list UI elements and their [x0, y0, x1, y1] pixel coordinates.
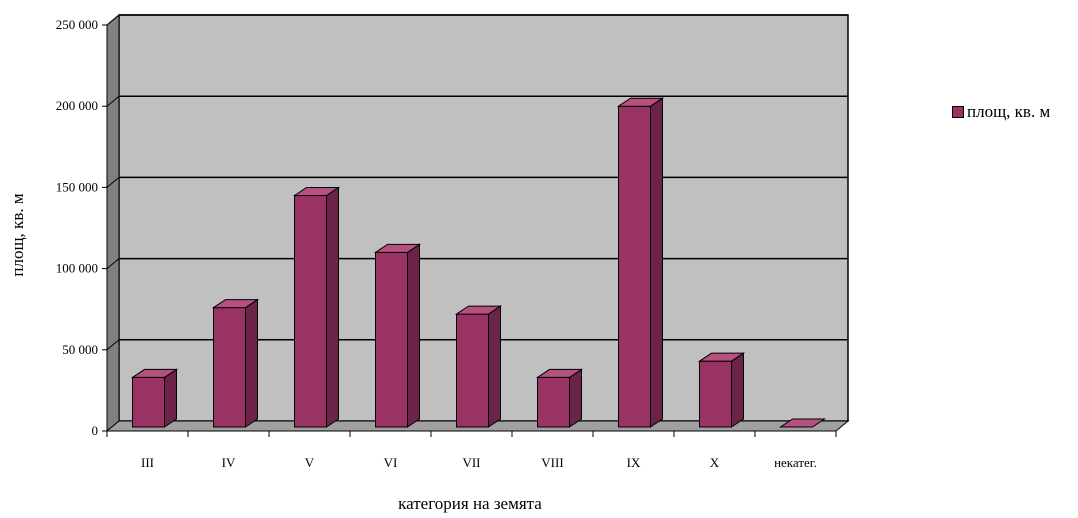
bar-top: [454, 305, 503, 315]
bar: [454, 305, 503, 428]
gridline-side: [106, 95, 120, 107]
y-tick-label: 0: [92, 423, 99, 438]
bar-front: [294, 195, 327, 428]
bar-top: [697, 352, 746, 362]
x-tick-label: VII: [462, 455, 480, 470]
bar-top: [292, 187, 341, 197]
bar: [373, 243, 422, 428]
bar-top: [535, 368, 584, 378]
y-tick-label: 250 000: [56, 17, 98, 32]
bar-side: [569, 368, 582, 428]
bar: [535, 368, 584, 428]
x-tick-label: VI: [384, 455, 398, 470]
bar-front: [213, 307, 246, 428]
bar: [130, 368, 179, 428]
bar: [211, 298, 260, 428]
bar: [778, 418, 827, 428]
x-axis-title: категория на земята: [398, 494, 542, 513]
legend: площ, кв. м: [952, 102, 1050, 122]
bar-front: [375, 251, 408, 428]
bar-side: [326, 186, 339, 428]
x-tick-label: V: [305, 455, 315, 470]
x-tick-label: III: [141, 455, 154, 470]
gridline-side: [106, 339, 120, 351]
bar-side: [731, 352, 744, 428]
y-tick-label: 150 000: [56, 179, 98, 194]
x-tick-label: IV: [222, 455, 236, 470]
legend-label: площ, кв. м: [967, 102, 1051, 121]
gridline-side: [106, 177, 120, 188]
y-tick-label: 100 000: [56, 261, 98, 276]
bar-side: [407, 243, 420, 428]
bar-side: [245, 298, 258, 428]
tick-labels: 0 50 000 100 000 150 000 200 000 250 000 III IV…: [56, 17, 837, 470]
bars: [130, 97, 827, 428]
x-tick-label: VIII: [541, 455, 563, 470]
y-axis-title: площ, кв. м: [8, 193, 27, 276]
bar-top: [211, 299, 260, 309]
x-tick-label: IX: [627, 455, 641, 470]
bar-side: [164, 368, 177, 428]
bar-front: [618, 105, 651, 428]
legend-swatch: [952, 106, 964, 118]
bar-top: [373, 243, 422, 253]
gridline-side: [106, 258, 120, 269]
gridline-side: [106, 14, 120, 26]
bar-top: [778, 418, 827, 428]
bar-front: [699, 360, 732, 428]
y-tick-label: 50 000: [62, 342, 98, 357]
bar: [697, 352, 746, 428]
bar: [616, 97, 665, 428]
bar-side: [650, 97, 663, 428]
x-tick-label: X: [710, 455, 720, 470]
side-wall: [106, 13, 120, 433]
bar-front: [456, 313, 489, 428]
bar-front: [537, 376, 570, 428]
y-tick-label: 200 000: [56, 98, 98, 113]
bar: [292, 186, 341, 428]
bar-top: [130, 368, 179, 378]
bar-side: [488, 305, 501, 428]
x-tick-label: некатег.: [774, 455, 817, 470]
bar-front: [132, 376, 165, 428]
bar-top: [616, 97, 665, 107]
